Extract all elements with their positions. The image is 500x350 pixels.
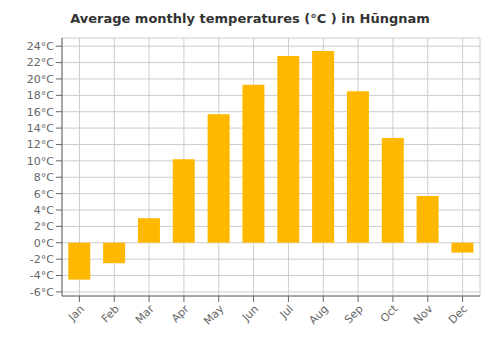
svg-text:12°C: 12°C [27,138,54,151]
svg-text:24°C: 24°C [27,40,54,53]
svg-text:Aug: Aug [307,302,331,326]
svg-text:-6°C: -6°C [30,286,54,299]
svg-text:Jan: Jan [65,302,87,324]
svg-text:-4°C: -4°C [30,269,54,282]
svg-text:Oct: Oct [378,302,401,325]
svg-text:6°C: 6°C [34,188,54,201]
svg-text:Dec: Dec [446,302,470,326]
svg-text:0°C: 0°C [34,237,54,250]
html-text:Average monthly temperatures (: Average monthly temperatures (°C ) in Hū… [70,11,430,26]
svg-text:10°C: 10°C [27,155,54,168]
svg-text:Jul: Jul [277,302,296,321]
svg-text:20°C: 20°C [27,73,54,86]
svg-text:Nov: Nov [411,302,436,327]
svg-text:May: May [201,302,227,328]
svg-text:Jun: Jun [239,302,261,324]
svg-text:2°C: 2°C [34,220,54,233]
svg-text:Apr: Apr [169,302,192,325]
svg-text:22°C: 22°C [27,56,54,69]
svg-text:Sep: Sep [342,302,366,326]
svg-text:18°C: 18°C [27,89,54,102]
svg-text:-2°C: -2°C [30,253,54,266]
svg-text:16°C: 16°C [27,106,54,119]
svg-text:4°C: 4°C [34,204,54,217]
svg-text:Mar: Mar [133,302,157,326]
svg-text:Feb: Feb [99,302,122,325]
svg-text:8°C: 8°C [34,171,54,184]
svg-text:14°C: 14°C [27,122,54,135]
